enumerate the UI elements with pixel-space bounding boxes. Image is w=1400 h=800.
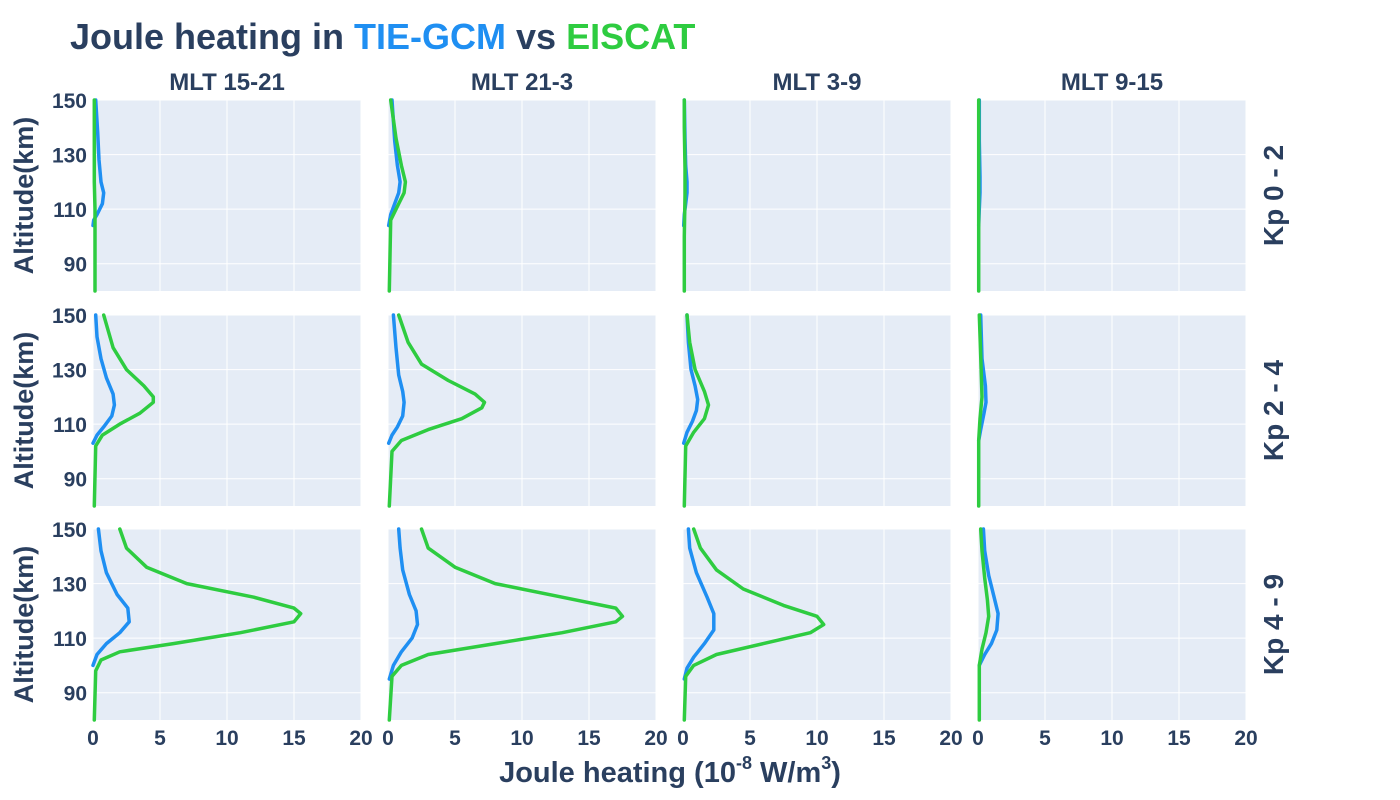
eiscat-profile-line	[682, 527, 826, 722]
panel-3-1	[91, 527, 362, 722]
column-header: MLT 9-15	[1061, 69, 1163, 96]
y-tick-label: 90	[64, 469, 87, 492]
tie-gcm-profile-line	[682, 527, 716, 681]
row-label: Kp 0 - 2	[1258, 145, 1289, 246]
title-joiner: vs	[506, 16, 567, 57]
eiscat-profile-line	[92, 98, 97, 293]
x-tick-label: 0	[972, 727, 984, 750]
y-tick-label: 130	[52, 574, 87, 597]
tie-gcm-profile-line	[977, 527, 1000, 668]
x-tick-label: 5	[449, 727, 461, 750]
eiscat-profile-line	[976, 313, 984, 508]
y-tick-label: 90	[64, 254, 87, 277]
column-header: MLT 21-3	[471, 69, 573, 96]
x-tick-label: 15	[282, 727, 306, 750]
x-tick-label: 0	[382, 727, 394, 750]
tie-gcm-profile-line	[386, 98, 402, 228]
x-tick-label: 10	[215, 727, 238, 750]
column-header: MLT 15-21	[169, 69, 285, 96]
x-tick-label: 15	[872, 727, 896, 750]
x-tick-label: 20	[644, 727, 667, 750]
y-tick-label: 130	[52, 145, 87, 168]
panel-2-4	[976, 313, 1247, 508]
xlabel-unit-exponent: 3	[821, 753, 832, 773]
x-axis-title: Joule heating (10-8 W/m3)	[0, 753, 1340, 790]
y-axis-title: Altitude(km)	[9, 546, 39, 704]
y-tick-label: 150	[52, 305, 87, 328]
x-tick-label: 20	[1234, 727, 1257, 750]
xlabel-base: Joule heating (10	[499, 757, 736, 789]
panel-1-4	[976, 98, 1247, 293]
x-tick-label: 5	[154, 727, 166, 750]
x-tick-label: 5	[744, 727, 756, 750]
xlabel-unit: W/m	[751, 757, 822, 789]
row-label: Kp 4 - 9	[1258, 574, 1289, 675]
y-tick-label: 110	[53, 414, 87, 437]
eiscat-profile-line	[977, 527, 991, 722]
x-tick-label: 0	[87, 727, 99, 750]
y-tick-label: 150	[52, 519, 87, 542]
tie-gcm-profile-line	[387, 527, 420, 681]
eiscat-profile-line	[92, 527, 303, 722]
panel-3-3	[682, 527, 952, 722]
x-tick-label: 20	[939, 727, 962, 750]
panel-1-1	[91, 98, 362, 293]
eiscat-profile-line	[387, 98, 408, 293]
title-model-name: TIE-GCM	[354, 16, 507, 57]
title-prefix: Joule heating in	[70, 16, 355, 57]
x-tick-label: 10	[510, 727, 533, 750]
tie-gcm-profile-line	[386, 313, 406, 445]
row-label: Kp 2 - 4	[1258, 360, 1289, 462]
title-obs-name: EISCAT	[566, 16, 696, 57]
x-tick-label: 15	[577, 727, 601, 750]
eiscat-profile-line	[682, 313, 711, 508]
x-tick-label: 20	[349, 727, 372, 750]
tie-gcm-profile-line	[91, 313, 117, 445]
panel-3-2	[387, 527, 657, 722]
y-tick-label: 110	[53, 199, 87, 222]
panel-1-3	[681, 98, 952, 293]
y-axis-title: Altitude(km)	[9, 332, 39, 490]
panel-2-1	[91, 313, 362, 508]
x-tick-label: 0	[677, 727, 689, 750]
eiscat-profile-line	[92, 313, 156, 508]
y-tick-label: 130	[52, 360, 87, 383]
tie-gcm-profile-line	[91, 527, 131, 668]
tie-gcm-profile-line	[681, 313, 700, 445]
eiscat-profile-line	[387, 527, 625, 722]
y-tick-label: 110	[53, 628, 87, 651]
panel-2-2	[386, 313, 657, 508]
eiscat-profile-line	[682, 98, 687, 293]
xlabel-end: )	[831, 757, 841, 789]
panel-1-2	[386, 98, 657, 293]
panel-2-3	[681, 313, 952, 508]
x-tick-label: 10	[1100, 727, 1123, 750]
eiscat-profile-line	[387, 313, 487, 508]
x-tick-label: 10	[805, 727, 828, 750]
xlabel-exponent: -8	[735, 753, 752, 773]
column-header: MLT 3-9	[773, 69, 862, 96]
y-tick-label: 150	[52, 90, 87, 113]
y-tick-label: 90	[64, 683, 87, 706]
chart-title: Joule heating in TIE-GCM vs EISCAT	[70, 16, 695, 58]
y-axis-title: Altitude(km)	[9, 117, 39, 275]
x-tick-label: 15	[1167, 727, 1191, 750]
panel-3-4	[977, 527, 1247, 722]
x-tick-label: 5	[1039, 727, 1051, 750]
